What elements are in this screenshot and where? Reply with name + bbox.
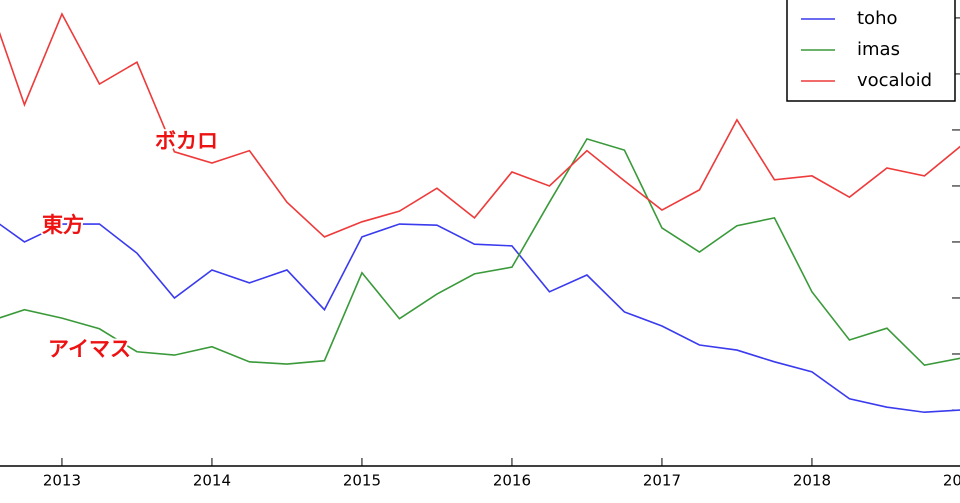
- annotation: 東方: [42, 213, 84, 237]
- legend-label: imas: [857, 39, 900, 60]
- x-tick-label: 2017: [643, 472, 681, 490]
- legend-label: vocaloid: [857, 70, 932, 91]
- x-tick-label: 2013: [43, 472, 81, 490]
- x-tick-label: 2019: [943, 472, 960, 490]
- x-tick-label: 2016: [493, 472, 531, 490]
- series-line: [0, 12, 960, 238]
- legend-label: toho: [857, 8, 898, 29]
- x-tick-label: 2018: [793, 472, 831, 490]
- legend-box: [786, 0, 956, 102]
- annotation: ボカロ: [155, 129, 218, 153]
- annotation: アイマス: [48, 337, 131, 361]
- x-tick-label: 2015: [343, 472, 381, 490]
- series-line: [0, 223, 960, 414]
- legend: toho imas vocaloid: [786, 0, 956, 102]
- plot-area: [0, 12, 960, 414]
- x-tick-label: 2014: [193, 472, 231, 490]
- series-line: [0, 137, 960, 367]
